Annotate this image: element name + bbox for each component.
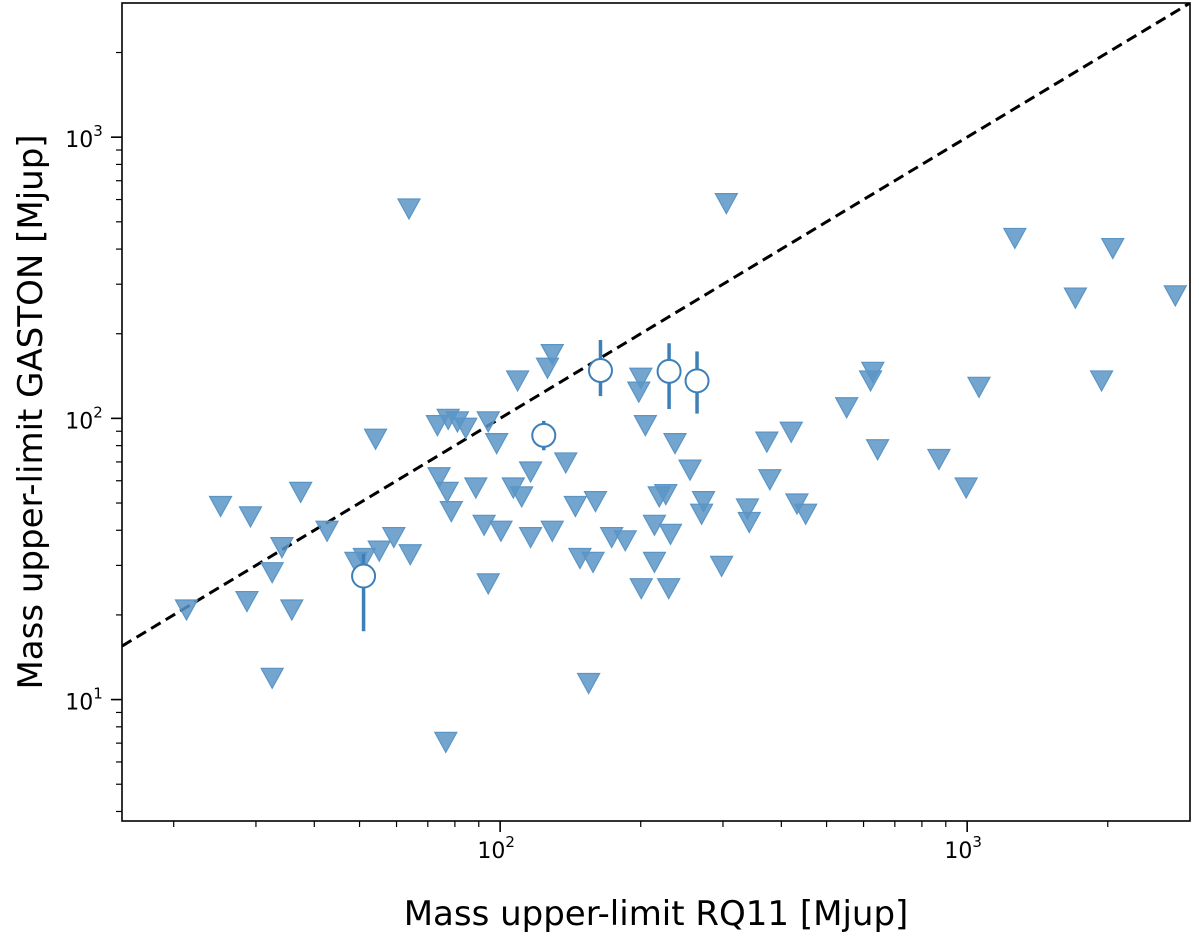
upper-limit-triangle-marker — [757, 469, 782, 491]
upper-limit-triangle-marker — [260, 562, 285, 584]
upper-limit-triangle-marker — [488, 520, 513, 543]
upper-limit-triangle-marker — [633, 415, 658, 437]
upper-limit-triangle-marker — [642, 551, 667, 574]
upper-limit-triangle-marker — [476, 573, 501, 596]
x-axis-label: Mass upper-limit RQ11 [Mjup] — [404, 894, 909, 934]
y-axis-label: Mass upper-limit GASTON [Mjup] — [11, 134, 51, 689]
detection-circle-marker — [587, 357, 613, 383]
upper-limit-triangle-marker — [735, 498, 760, 521]
upper-limit-triangle-marker — [583, 491, 608, 513]
upper-limit-triangle-marker — [398, 544, 423, 567]
minor-ticks — [116, 51, 1109, 827]
upper-limit-triangle-marker — [427, 467, 452, 489]
upper-limit-triangle-marker — [576, 672, 601, 695]
upper-limit-triangle-marker — [860, 361, 885, 384]
upper-limit-triangle-marker — [279, 599, 304, 622]
x-tick-label: 102 — [477, 833, 515, 864]
upper-limit-triangle-marker — [238, 506, 263, 529]
upper-limit-triangle-marker — [463, 477, 488, 500]
upper-limit-triangle-marker — [453, 417, 478, 440]
upper-limit-triangle-marker — [629, 578, 654, 600]
upper-limit-triangle-marker — [505, 370, 530, 393]
upper-limit-triangle-marker — [315, 520, 340, 543]
upper-limit-triangle-marker — [737, 511, 762, 534]
upper-limit-triangle-marker — [1002, 227, 1027, 250]
upper-limit-triangle-marker — [865, 439, 890, 461]
upper-limit-triangle-marker — [677, 459, 703, 482]
upper-limit-triangle-marker — [381, 526, 406, 549]
upper-limit-triangle-marker — [1163, 285, 1188, 308]
upper-limit-triangle-marker — [540, 343, 565, 366]
detection-circle-marker — [684, 368, 710, 394]
upper-limit-triangle-marker — [484, 433, 509, 455]
upper-limit-triangle-marker — [472, 514, 497, 537]
plot-frame — [121, 2, 1191, 822]
upper-limit-triangle-marker — [1100, 237, 1125, 260]
upper-limit-triangle-marker — [269, 536, 294, 559]
upper-limit-triangle-marker — [518, 461, 543, 484]
upper-limit-triangle-marker — [656, 578, 681, 600]
upper-limit-triangle-marker — [425, 415, 450, 437]
upper-limit-triangle-marker — [754, 431, 779, 454]
upper-limit-triangle-marker — [714, 193, 739, 215]
upper-limit-triangle-marker — [396, 198, 421, 221]
upper-limit-triangle-marker — [535, 357, 560, 380]
upper-limit-triangle-marker — [653, 484, 678, 506]
upper-limit-triangle-marker — [954, 477, 979, 500]
upper-limit-triangle-marker — [540, 520, 565, 543]
upper-limit-triangle-marker — [435, 481, 460, 504]
upper-limit-triangle-marker — [439, 500, 464, 523]
upper-limit-triangle-marker — [966, 376, 992, 399]
upper-limit-triangle-marker — [363, 428, 388, 451]
upper-limit-triangle-marker — [208, 495, 233, 518]
x-tick-label: 103 — [944, 833, 982, 864]
y-tick-label: 101 — [65, 685, 103, 716]
upper-limit-triangle-marker — [553, 452, 578, 475]
upper-limit-triangle-marker — [1089, 370, 1114, 393]
detection-circle-marker — [656, 358, 682, 384]
detection-circle-marker — [351, 563, 377, 589]
upper-limit-triangle-marker — [658, 523, 683, 546]
upper-limit-triangle-marker — [662, 433, 688, 455]
upper-limit-triangle-marker — [613, 530, 638, 553]
upper-limit-triangle-marker — [834, 397, 859, 419]
detection-circle-marker — [531, 422, 557, 448]
upper-limit-triangle-marker — [174, 599, 199, 622]
upper-limit-triangle-marker — [779, 421, 804, 444]
y-tick-label: 103 — [65, 122, 103, 153]
upper-limit-triangle-marker — [709, 555, 734, 578]
upper-limit-triangle-marker — [1063, 287, 1088, 310]
upper-limit-triangle-marker — [793, 503, 818, 526]
upper-limit-triangle-marker — [260, 667, 285, 690]
upper-limit-triangle-marker — [691, 491, 716, 513]
upper-limit-triangle-marker — [234, 590, 259, 613]
data-points — [174, 193, 1188, 754]
upper-limit-triangle-marker — [581, 551, 606, 574]
upper-limit-triangle-marker — [367, 540, 392, 563]
upper-limit-triangle-marker — [433, 731, 458, 754]
one-to-one-reference-line — [122, 3, 1190, 648]
upper-limit-triangle-marker — [509, 486, 534, 509]
upper-limit-triangle-marker — [628, 367, 653, 390]
upper-limit-triangle-marker — [476, 411, 501, 434]
upper-limit-triangle-marker — [563, 495, 588, 518]
upper-limit-triangle-marker — [288, 481, 313, 504]
y-tick-label: 102 — [65, 403, 103, 434]
upper-limit-triangle-marker — [518, 526, 543, 549]
upper-limit-triangle-marker — [926, 448, 951, 471]
